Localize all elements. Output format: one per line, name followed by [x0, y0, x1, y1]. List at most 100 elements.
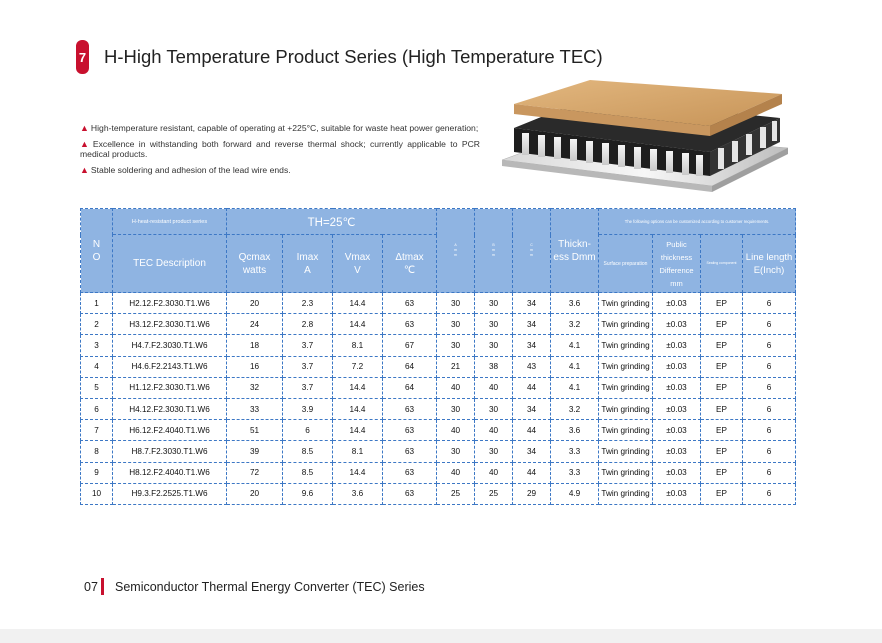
cell-a: 21 — [436, 355, 476, 378]
cell-imax: 2.3 — [282, 291, 333, 315]
cell-no: 10 — [80, 482, 113, 505]
cell-sealing: EP — [700, 334, 744, 357]
cell-surface: Twin grinding — [598, 355, 654, 378]
cell-a: 40 — [436, 461, 476, 484]
cell-line-length: 6 — [742, 334, 797, 357]
cell-parallel: ±0.03 — [652, 397, 702, 421]
table-row: 10 H9.3.F2.2525.T1.W6 20 9.6 3.6 63 25 25 29 4.9 T… — [80, 482, 797, 505]
cell-parallel: ±0.03 — [652, 291, 702, 315]
header-c: C m m — [512, 208, 552, 293]
cell-no: 2 — [80, 313, 113, 336]
cell-tec-description: H1.12.F2.3030.T1.W6 — [112, 376, 227, 399]
cell-b: 30 — [474, 440, 514, 463]
cell-b: 38 — [474, 355, 514, 378]
cell-sealing: EP — [700, 376, 744, 399]
cell-dtmax: 64 — [381, 376, 438, 399]
header-no: N O — [80, 208, 113, 293]
cell-imax: 3.7 — [282, 376, 333, 399]
cell-line-length: 6 — [742, 419, 797, 442]
cell-b: 40 — [474, 461, 514, 484]
cell-tec-description: H6.12.F2.4040.T1.W6 — [112, 419, 227, 442]
cell-thickness: 4.1 — [550, 376, 600, 399]
footer-series-title: Semiconductor Thermal Energy Converter (… — [115, 580, 425, 594]
cell-dtmax: 63 — [381, 313, 438, 336]
cell-vmax: 14.4 — [332, 397, 383, 421]
cell-thickness: 4.9 — [550, 482, 600, 505]
cell-vmax: 14.4 — [332, 419, 383, 442]
cell-line-length: 6 — [742, 397, 797, 421]
feature-item: ▲ Excellence in withstanding both forward… — [80, 139, 480, 160]
cell-b: 30 — [474, 334, 514, 357]
feature-text: High-temperature resistant, capable of o… — [90, 123, 479, 133]
cell-parallel: ±0.03 — [652, 313, 702, 336]
cell-sealing: EP — [700, 291, 744, 315]
cell-no: 9 — [80, 461, 113, 484]
cell-imax: 8.5 — [282, 440, 333, 463]
cell-c: 34 — [512, 313, 552, 336]
cell-a: 30 — [436, 291, 476, 315]
cell-sealing: EP — [700, 461, 744, 484]
cell-vmax: 14.4 — [332, 313, 383, 336]
cell-vmax: 8.1 — [332, 440, 383, 463]
cell-surface: Twin grinding — [598, 291, 654, 315]
cell-a: 30 — [436, 440, 476, 463]
cell-thickness: 3.2 — [550, 397, 600, 421]
table-row: 5 H1.12.F2.3030.T1.W6 32 3.7 14.4 64 40 40 44 4.1… — [80, 376, 797, 399]
cell-qcmax: 20 — [226, 291, 283, 315]
cell-thickness: 3.3 — [550, 440, 600, 463]
cell-vmax: 3.6 — [332, 482, 383, 505]
cell-dtmax: 67 — [381, 334, 438, 357]
feature-item: ▲ High-temperature resistant, capable of … — [80, 123, 480, 134]
cell-c: 34 — [512, 440, 552, 463]
header-imax: Imax A — [282, 234, 333, 293]
cell-imax: 3.9 — [282, 397, 333, 421]
bullet-triangle-icon: ▲ — [80, 123, 89, 133]
cell-a: 30 — [436, 334, 476, 357]
cell-parallel: ±0.03 — [652, 419, 702, 442]
cell-no: 6 — [80, 397, 113, 421]
cell-imax: 8.5 — [282, 461, 333, 484]
cell-no: 5 — [80, 376, 113, 399]
cell-c: 44 — [512, 461, 552, 484]
cell-no: 4 — [80, 355, 113, 378]
table-row: 9 H8.12.F2.4040.T1.W6 72 8.5 14.4 63 40 40 44 3.3… — [80, 461, 797, 484]
cell-surface: Twin grinding — [598, 440, 654, 463]
header-thickness: Thickn- ess Dmm — [550, 208, 600, 293]
header-a: A m m — [436, 208, 476, 293]
cell-imax: 6 — [282, 419, 333, 442]
cell-c: 29 — [512, 482, 552, 505]
bullet-triangle-icon: ▲ — [80, 138, 91, 149]
cell-a: 25 — [436, 482, 476, 505]
cell-dtmax: 63 — [381, 397, 438, 421]
header-b: B m m — [474, 208, 514, 293]
section-number-badge: 7 — [76, 40, 89, 74]
page-number: 07 — [84, 580, 98, 594]
cell-b: 40 — [474, 419, 514, 442]
cell-dtmax: 63 — [381, 461, 438, 484]
cell-parallel: ±0.03 — [652, 376, 702, 399]
cell-line-length: 6 — [742, 376, 797, 399]
cell-dtmax: 64 — [381, 355, 438, 378]
cell-tec-description: H3.12.F2.3030.T1.W6 — [112, 313, 227, 336]
header-vmax: Vmax V — [332, 234, 383, 293]
cell-qcmax: 32 — [226, 376, 283, 399]
cell-surface: Twin grinding — [598, 334, 654, 357]
header-line-length: Line length E(Inch) — [742, 234, 797, 293]
cell-tec-description: H8.12.F2.4040.T1.W6 — [112, 461, 227, 484]
cell-tec-description: H4.6.F2.2143.T1.W6 — [112, 355, 227, 378]
cell-surface: Twin grinding — [598, 461, 654, 484]
cell-b: 25 — [474, 482, 514, 505]
cell-imax: 3.7 — [282, 334, 333, 357]
cell-thickness: 4.1 — [550, 334, 600, 357]
cell-thickness: 3.3 — [550, 461, 600, 484]
cell-imax: 9.6 — [282, 482, 333, 505]
cell-dtmax: 63 — [381, 482, 438, 505]
cell-tec-description: H9.3.F2.2525.T1.W6 — [112, 482, 227, 505]
cell-vmax: 14.4 — [332, 461, 383, 484]
cell-c: 34 — [512, 334, 552, 357]
header-surface: Surface preparation — [598, 234, 654, 293]
cell-vmax: 14.4 — [332, 376, 383, 399]
table-row: 1 H2.12.F2.3030.T1.W6 20 2.3 14.4 63 30 30 34 3.6… — [80, 291, 797, 315]
cell-line-length: 6 — [742, 355, 797, 378]
cell-surface: Twin grinding — [598, 482, 654, 505]
